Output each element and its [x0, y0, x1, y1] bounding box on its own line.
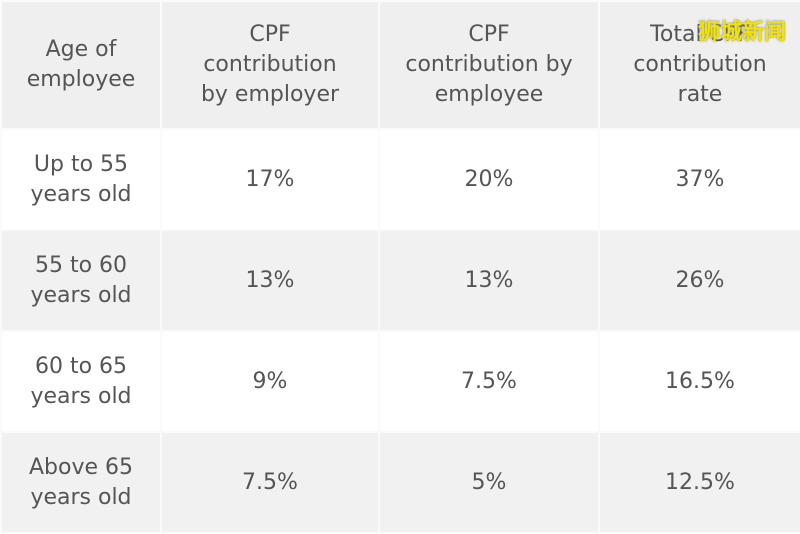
- rate-cell: 7.5%: [160, 431, 380, 534]
- watermark: 狮城新闻: [697, 20, 786, 45]
- table-row: Up to 55 years old 17% 20% 37%: [0, 128, 800, 231]
- rate-cell: 26%: [598, 229, 800, 332]
- rate-cell: 7.5%: [378, 330, 600, 433]
- header-cell: CPF contribution by employer: [160, 0, 380, 130]
- rate-cell: 37%: [598, 128, 800, 231]
- rate-cell: 5%: [378, 431, 600, 534]
- table-row: 60 to 65 years old 9% 7.5% 16.5%: [0, 330, 800, 433]
- rate-cell: 20%: [378, 128, 600, 231]
- age-cell: 55 to 60 years old: [0, 229, 162, 332]
- header-row: Age of employee CPF contribution by emplo…: [0, 0, 800, 130]
- rate-cell: 12.5%: [598, 431, 800, 534]
- age-cell: Above 65 years old: [0, 431, 162, 534]
- table-row: Above 65 years old 7.5% 5% 12.5%: [0, 431, 800, 534]
- rate-cell: 17%: [160, 128, 380, 231]
- table-body: Up to 55 years old 17% 20% 37% 55 to 60 year…: [0, 128, 800, 534]
- rate-cell: 13%: [378, 229, 600, 332]
- age-cell: 60 to 65 years old: [0, 330, 162, 433]
- header-cell: Total CPF contribution rate: [598, 0, 800, 130]
- rate-cell: 9%: [160, 330, 380, 433]
- header-cell: Age of employee: [0, 0, 162, 130]
- header-cell: CPF contribution by employee: [378, 0, 600, 130]
- age-cell: Up to 55 years old: [0, 128, 162, 231]
- rate-cell: 16.5%: [598, 330, 800, 433]
- table-row: 55 to 60 years old 13% 13% 26%: [0, 229, 800, 332]
- rate-cell: 13%: [160, 229, 380, 332]
